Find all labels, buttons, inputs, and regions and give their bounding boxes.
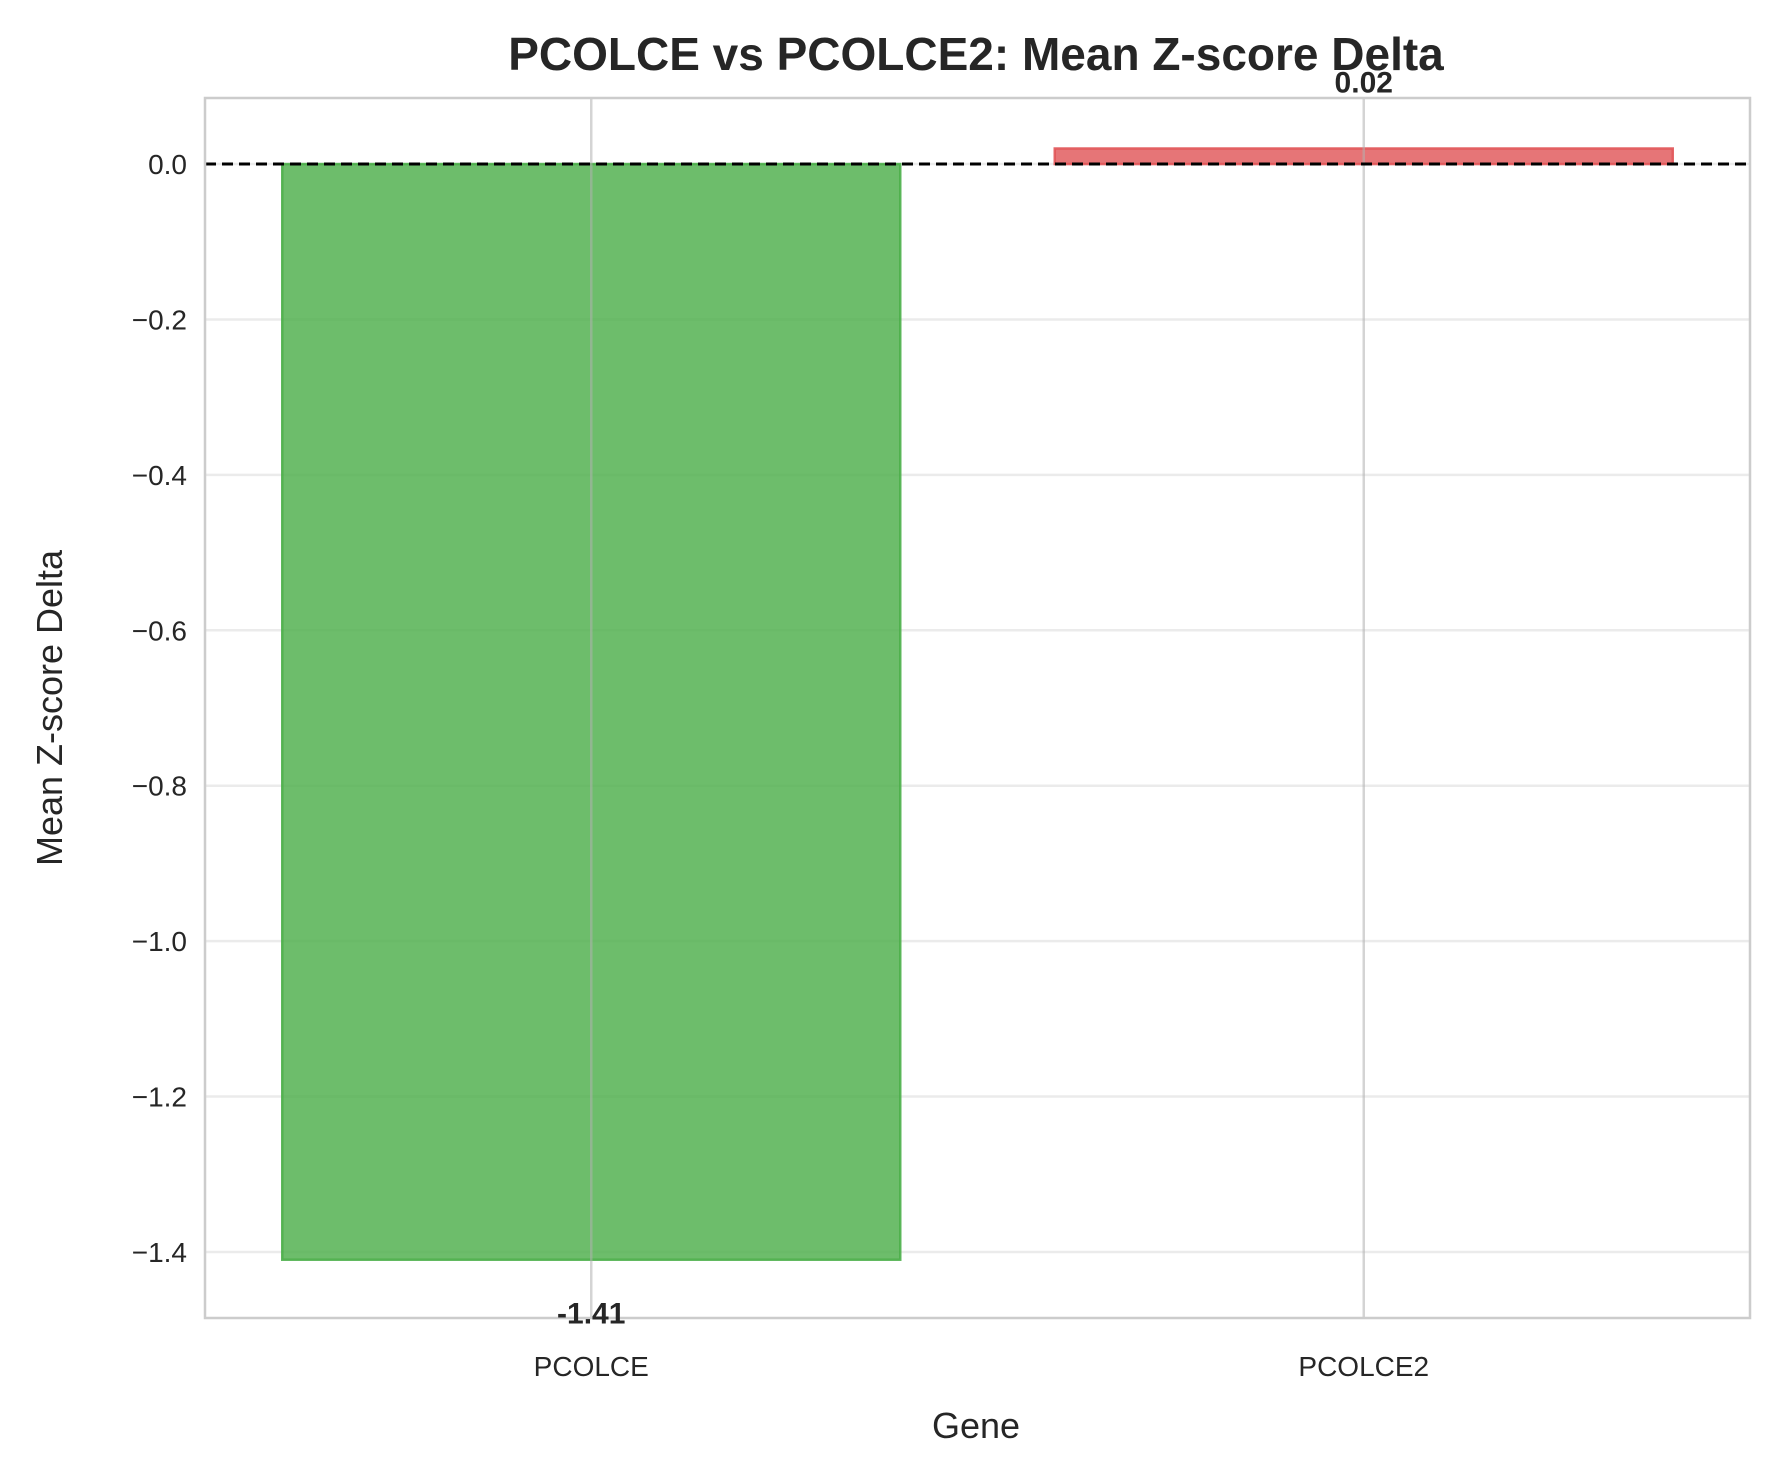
y-tick-label: −0.4 [132,460,187,491]
plot-frame [203,96,1752,1320]
bars [281,147,1674,1261]
y-tick-label: −1.4 [132,1237,187,1268]
y-tick-label: −0.6 [132,615,187,646]
y-tick-label: −1.2 [132,1082,187,1113]
data-label: 0.02 [1335,67,1393,100]
y-tick-label: −1.0 [132,926,187,957]
plot-border [203,96,1752,1320]
vertical-grid-lines [590,98,1365,1318]
data-label: -1.41 [557,1298,625,1331]
y-tick-label: 0.0 [148,149,187,180]
y-tick-label: −0.2 [132,304,187,335]
y-tick-labels: 0.0 −0.2 −0.4 −0.6 −0.8 −1.0 −1.2 −1.4 [132,149,187,1268]
y-axis-label: Mean Z-score Delta [29,549,70,866]
data-labels: -1.41 0.02 [557,67,1393,1331]
x-tick-label: PCOLCE [534,1351,649,1382]
x-axis-label: Gene [932,1405,1020,1446]
chart-title: PCOLCE vs PCOLCE2: Mean Z-score Delta [508,28,1444,80]
x-tick-label: PCOLCE2 [1298,1351,1429,1382]
x-tick-labels: PCOLCE PCOLCE2 [534,1351,1429,1382]
y-tick-label: −0.8 [132,771,187,802]
